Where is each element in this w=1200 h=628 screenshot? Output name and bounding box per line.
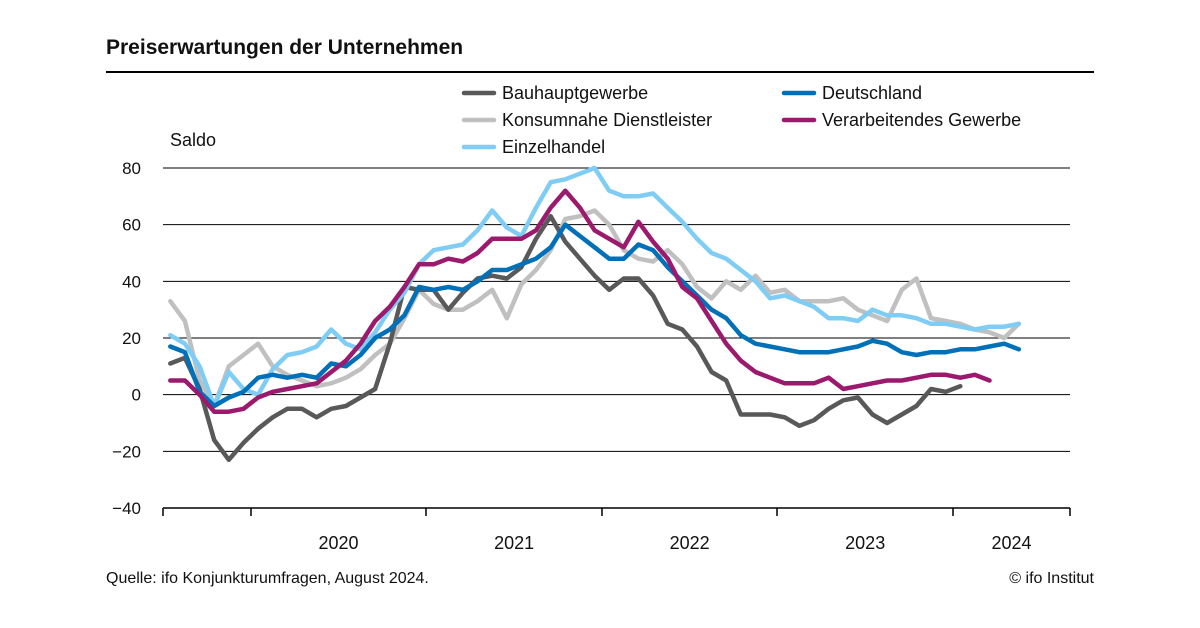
legend-label: Konsumnahe Dienstleister: [502, 110, 712, 130]
y-tick-label: 20: [122, 329, 141, 348]
title-rule: [106, 71, 1094, 73]
legend-label: Deutschland: [822, 83, 922, 103]
x-tick-label: 2020: [319, 533, 359, 553]
y-tick-label: 60: [122, 216, 141, 235]
y-tick-label: 40: [122, 272, 141, 291]
series-line-verarbeitendes-gewerbe: [168, 188, 992, 414]
x-tick-label: 2022: [670, 533, 710, 553]
chart-title: Preiserwartungen der Unternehmen: [106, 36, 464, 59]
source-note: Quelle: ifo Konjunkturumfragen, August 2…: [106, 570, 429, 587]
x-tick-label: 2023: [845, 533, 885, 553]
x-tick-label: 2021: [494, 533, 534, 553]
x-tick-label: 2024: [991, 533, 1031, 553]
y-tick-label: −40: [112, 499, 141, 518]
y-tick-label: 80: [122, 159, 141, 178]
gridlines: [163, 167, 1070, 509]
legend-label: Verarbeitendes Gewerbe: [822, 110, 1021, 130]
axes: −40 −20 0 20 40 60 80 2020 2021 2022 2023 2024: [112, 159, 1071, 553]
legend-label: Einzelhandel: [502, 137, 605, 157]
y-tick-label: 0: [132, 386, 141, 405]
series-line-bauhauptgewerbe: [168, 213, 963, 463]
series-line-einzelhandel: [168, 165, 1022, 409]
y-axis-label: Saldo: [170, 130, 216, 150]
series-line-deutschland: [168, 222, 1022, 409]
legend: Bauhauptgewerbe Deutschland Konsumnahe Die…: [461, 83, 1021, 157]
y-tick-label: −20: [112, 442, 141, 461]
series-lines: [168, 165, 1022, 463]
copyright: © ifo Institut: [1009, 570, 1094, 587]
legend-label: Bauhauptgewerbe: [502, 83, 648, 103]
